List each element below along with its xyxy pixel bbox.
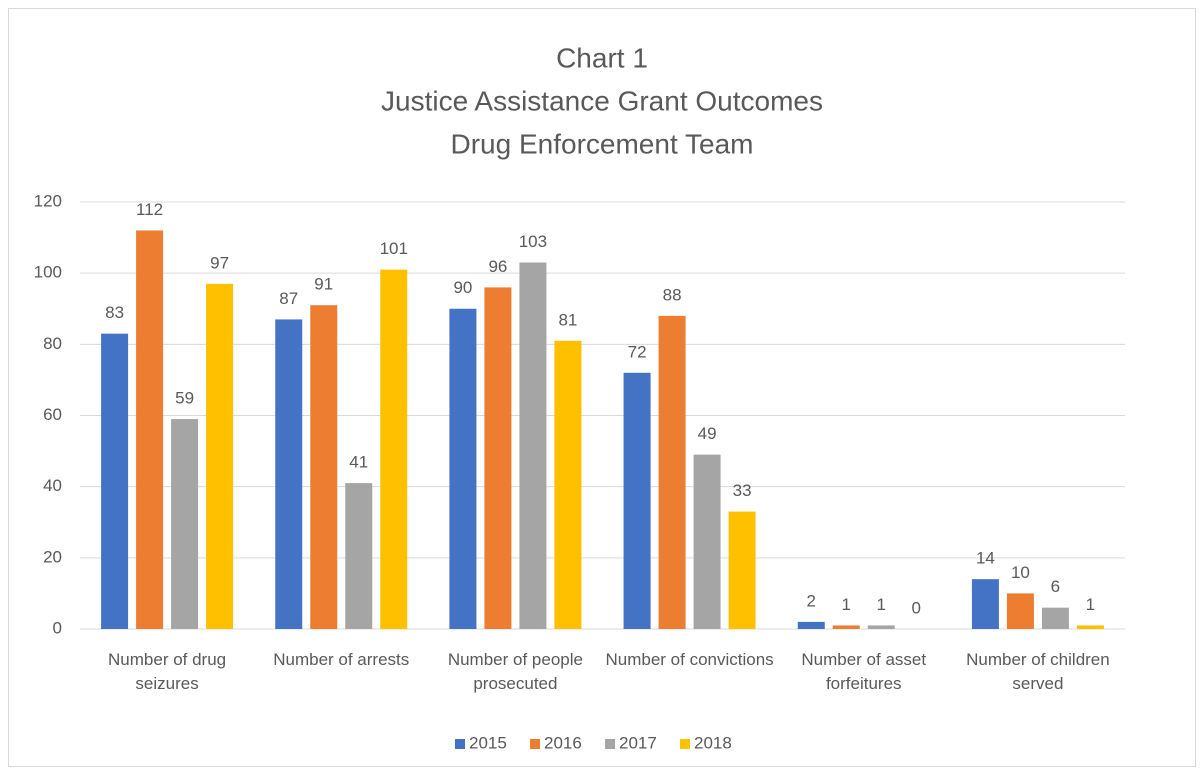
chart-title: Justice Assistance Grant Outcomes <box>381 85 823 116</box>
data-label: 2 <box>807 591 816 610</box>
y-tick-label: 100 <box>34 263 62 282</box>
data-label: 1 <box>842 595 851 614</box>
bar <box>1041 607 1069 629</box>
bar <box>867 625 895 629</box>
bar <box>728 511 756 629</box>
bar <box>519 262 547 629</box>
data-label: 1 <box>877 595 886 614</box>
data-label: 88 <box>663 285 682 304</box>
legend-label: 2018 <box>694 733 732 752</box>
y-tick-label: 40 <box>43 476 62 495</box>
legend-swatch <box>455 739 465 749</box>
y-tick-label: 0 <box>53 618 62 637</box>
data-label: 1 <box>1086 595 1095 614</box>
x-tick-label: Number of drug seizures <box>108 650 227 693</box>
bar <box>1076 625 1104 629</box>
x-tick-label: Number of convictions <box>605 650 774 669</box>
bar <box>136 230 164 629</box>
data-label: 103 <box>519 232 547 251</box>
x-tick-label: Number of people prosecuted <box>447 650 583 693</box>
y-tick-label: 60 <box>43 405 62 424</box>
bar <box>623 372 651 629</box>
bar <box>1006 593 1034 629</box>
data-label: 59 <box>175 389 194 408</box>
data-label: 33 <box>733 481 752 500</box>
bar <box>797 621 825 629</box>
data-label: 112 <box>136 200 163 219</box>
legend-swatch <box>680 739 690 749</box>
data-label: 83 <box>105 303 124 322</box>
chart-title: Drug Enforcement Team <box>451 128 754 159</box>
bar <box>693 454 721 629</box>
data-label: 14 <box>976 549 995 568</box>
data-label: 87 <box>279 289 298 308</box>
y-tick-label: 20 <box>43 547 62 566</box>
data-label: 97 <box>210 253 229 272</box>
x-tick-label: Number of arrests <box>273 650 410 669</box>
data-label: 91 <box>314 275 333 294</box>
bar <box>275 319 303 629</box>
data-label: 72 <box>628 342 647 361</box>
bar <box>554 340 582 629</box>
bar <box>206 283 234 629</box>
legend-label: 2016 <box>544 733 582 752</box>
data-label: 90 <box>453 278 472 297</box>
legend-label: 2017 <box>619 733 657 752</box>
bar <box>484 287 512 629</box>
legend-swatch <box>530 739 540 749</box>
chart-title: Chart 1 <box>556 42 648 73</box>
bar <box>101 333 129 629</box>
data-label: 96 <box>488 257 507 276</box>
y-tick-label: 80 <box>43 334 62 353</box>
data-label: 49 <box>698 424 717 443</box>
bar <box>345 483 373 629</box>
bar <box>971 579 999 629</box>
bar <box>380 269 408 629</box>
data-label: 81 <box>558 310 577 329</box>
x-tick-label: Number of asset forfeitures <box>801 650 927 693</box>
data-label: 0 <box>912 598 921 617</box>
data-label: 41 <box>349 453 368 472</box>
x-tick-label: Number of children served <box>966 650 1110 693</box>
bar <box>171 419 199 629</box>
bar <box>832 625 860 629</box>
data-label: 6 <box>1051 577 1060 596</box>
legend-swatch <box>605 739 615 749</box>
data-label: 10 <box>1011 563 1030 582</box>
legend-label: 2015 <box>469 733 507 752</box>
y-tick-label: 120 <box>34 191 62 210</box>
data-label: 101 <box>380 239 408 258</box>
bar <box>310 305 338 629</box>
bar <box>658 315 686 629</box>
bar <box>449 308 477 629</box>
